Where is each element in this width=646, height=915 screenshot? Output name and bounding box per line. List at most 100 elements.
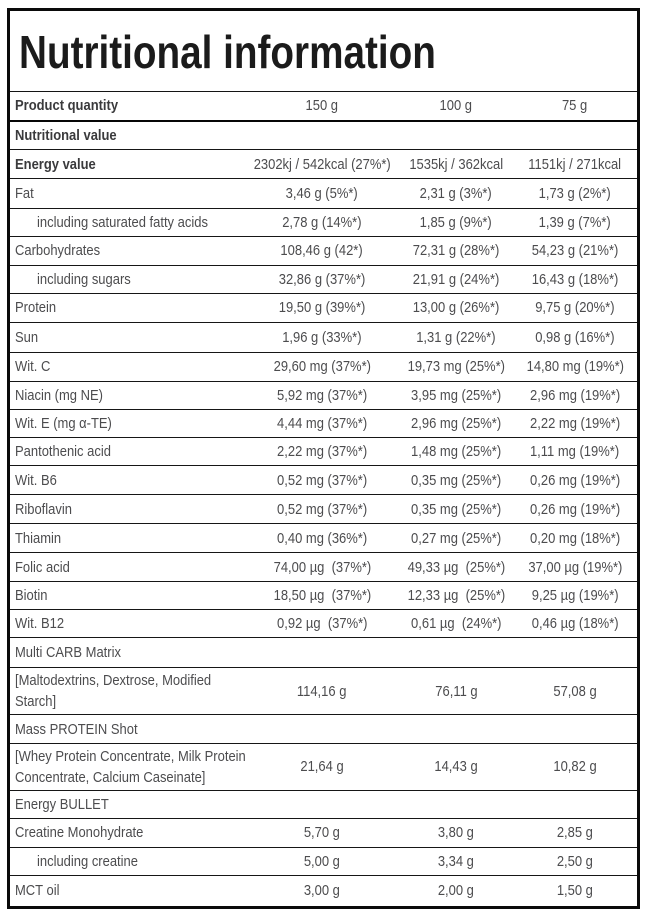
- row-label: Thiamin: [15, 529, 62, 547]
- row-label: Sun: [15, 328, 39, 346]
- value-cell: 0,98 g (16%*): [518, 323, 632, 352]
- value-cell: 2,96 mg (25%*): [394, 410, 518, 437]
- value-cell: 150 g: [250, 92, 394, 120]
- row-label-cell: Thiamin: [10, 524, 250, 552]
- row-label-cell: Riboflavin: [10, 495, 250, 523]
- row-label-cell: Wit. B6: [10, 466, 250, 494]
- value-text: 5,70 g: [303, 824, 341, 842]
- row-label: Niacin (mg NE): [15, 386, 103, 404]
- row-label-cell: Wit. C: [10, 353, 250, 381]
- value-text: 72,31 g (28%*): [412, 242, 500, 260]
- row-label: Energy BULLET: [15, 795, 109, 813]
- value-text: 19,50 g (39%*): [278, 299, 366, 316]
- value-cell: 3,00 g: [250, 876, 394, 905]
- row-label: including creatine: [37, 852, 138, 870]
- row-label-cell: including saturated fatty acids: [10, 209, 250, 237]
- row-label-cell: Folic acid: [10, 553, 250, 581]
- row-label-cell: Protein: [10, 294, 250, 322]
- row-label-cell: Multi CARB Matrix: [10, 638, 637, 667]
- value-text: 2,22 mg (37%*): [276, 443, 368, 460]
- row-label-cell: Pantothenic acid: [10, 438, 250, 465]
- value-cell: 114,16 g: [250, 668, 394, 714]
- value-cell: 1,48 mg (25%*): [394, 438, 518, 465]
- value-cell: 108,46 g (42*): [250, 237, 394, 265]
- value-text: 108,46 g (42*): [280, 242, 364, 260]
- row-label: MCT oil: [15, 881, 60, 899]
- row-label: Creatine Monohydrate: [15, 824, 144, 842]
- value-text: 0,92 µg (37%*): [276, 614, 368, 632]
- value-text: 3,80 g: [437, 824, 475, 842]
- row-label-cell: Carbohydrates: [10, 237, 250, 265]
- value-cell: 2302kj / 542kcal (27%*): [250, 150, 394, 178]
- table-row: Biotin 18,50 µg (37%*) 12,33 µg (25%*) 9,25…: [10, 580, 637, 609]
- row-label: [Maltodextrins, Dextrose, Modified Starc…: [15, 672, 215, 711]
- value-cell: 37,00 µg (19%*): [518, 553, 632, 581]
- value-cell: 100 g: [394, 92, 518, 120]
- value-text: 0,20 mg (18%*): [529, 529, 621, 547]
- value-cell: 1,31 g (22%*): [394, 323, 518, 352]
- value-text: 0,40 mg (36%*): [276, 529, 368, 547]
- row-label-cell: Energy value: [10, 150, 250, 178]
- value-text: 2,96 mg (19%*): [529, 386, 621, 404]
- value-text: 37,00 µg (19%*): [527, 558, 623, 576]
- table-row: Wit. B12 0,92 µg (37%*) 0,61 µg (24%*) 0,46…: [10, 608, 637, 637]
- row-label-cell: Biotin: [10, 582, 250, 609]
- row-label: Wit. C: [15, 358, 51, 375]
- value-text: 5,92 mg (37%*): [276, 386, 368, 404]
- table-row: Sun 1,96 g (33%*) 1,31 g (22%*) 0,98 g (16%…: [10, 321, 637, 352]
- value-cell: 4,44 mg (37%*): [250, 410, 394, 437]
- value-text: 21,91 g (24%*): [412, 270, 500, 288]
- value-text: 32,86 g (37%*): [278, 270, 366, 288]
- section-row: Mass PROTEIN Shot: [10, 714, 637, 743]
- value-cell: 0,52 mg (37%*): [250, 495, 394, 523]
- row-label: Biotin: [15, 586, 48, 604]
- table-row: Energy value 2302kj / 542kcal (27%*) 1535k…: [10, 149, 637, 178]
- table-row: Riboflavin 0,52 mg (37%*) 0,35 mg (25%*) 0,…: [10, 494, 637, 523]
- value-text: 0,26 mg (19%*): [529, 471, 621, 489]
- value-cell: 19,73 mg (25%*): [394, 353, 518, 381]
- value-cell: 14,80 mg (19%*): [518, 353, 632, 381]
- row-label: Pantothenic acid: [15, 443, 111, 460]
- table-row: [Whey Protein Concentrate, Milk Protein …: [10, 742, 637, 790]
- value-text: 1,50 g: [556, 881, 594, 899]
- table-row: Thiamin 0,40 mg (36%*) 0,27 mg (25%*) 0,20 …: [10, 523, 637, 552]
- row-label: [Whey Protein Concentrate, Milk Protein …: [15, 747, 250, 786]
- table-row: Wit. E (mg α-TE) 4,44 mg (37%*) 2,96 mg (2…: [10, 409, 637, 437]
- value-cell: 0,20 mg (18%*): [518, 524, 632, 552]
- value-text: 12,33 µg (25%*): [407, 586, 505, 604]
- row-label: Protein: [15, 299, 57, 316]
- nutrition-facts-table: Nutritional information Product quantity…: [7, 8, 640, 909]
- value-text: 1,48 mg (25%*): [410, 443, 502, 460]
- value-text: 21,64 g: [300, 758, 344, 776]
- value-text: 1,31 g (22%*): [416, 328, 496, 346]
- value-cell: 1151kj / 271kcal: [518, 150, 632, 178]
- value-text: 2,50 g: [556, 852, 594, 870]
- value-text: 100 g: [439, 97, 473, 115]
- table-row: MCT oil 3,00 g 2,00 g 1,50 g: [10, 874, 637, 905]
- value-cell: 0,35 mg (25%*): [394, 495, 518, 523]
- value-cell: 0,46 µg (18%*): [518, 610, 632, 637]
- value-cell: 2,22 mg (19%*): [518, 410, 632, 437]
- value-cell: 0,61 µg (24%*): [394, 610, 518, 637]
- row-label-cell: including sugars: [10, 266, 250, 293]
- row-label-cell: Energy BULLET: [10, 791, 637, 818]
- value-text: 16,43 g (18%*): [531, 270, 619, 288]
- value-cell: 3,34 g: [394, 848, 518, 875]
- value-cell: 0,35 mg (25%*): [394, 466, 518, 494]
- value-text: 9,75 g (20%*): [535, 299, 615, 316]
- row-label: Wit. B6: [15, 471, 57, 489]
- row-label: Fat: [15, 184, 34, 202]
- value-text: 14,80 mg (19%*): [526, 358, 624, 375]
- table-row: Creatine Monohydrate 5,70 g 3,80 g 2,85 g: [10, 817, 637, 847]
- value-text: 0,35 mg (25%*): [410, 471, 502, 489]
- value-text: 2,85 g: [556, 824, 594, 842]
- value-cell: 3,80 g: [394, 819, 518, 847]
- section-row: Multi CARB Matrix: [10, 636, 637, 667]
- value-text: 5,00 g: [303, 852, 341, 870]
- value-cell: 0,92 µg (37%*): [250, 610, 394, 637]
- row-label-cell: [Whey Protein Concentrate, Milk Protein …: [10, 744, 250, 790]
- value-text: 0,27 mg (25%*): [410, 529, 502, 547]
- value-cell: 5,92 mg (37%*): [250, 382, 394, 410]
- value-text: 2,22 mg (19%*): [529, 415, 621, 432]
- table-row: Niacin (mg NE) 5,92 mg (37%*) 3,95 mg (25%…: [10, 380, 637, 410]
